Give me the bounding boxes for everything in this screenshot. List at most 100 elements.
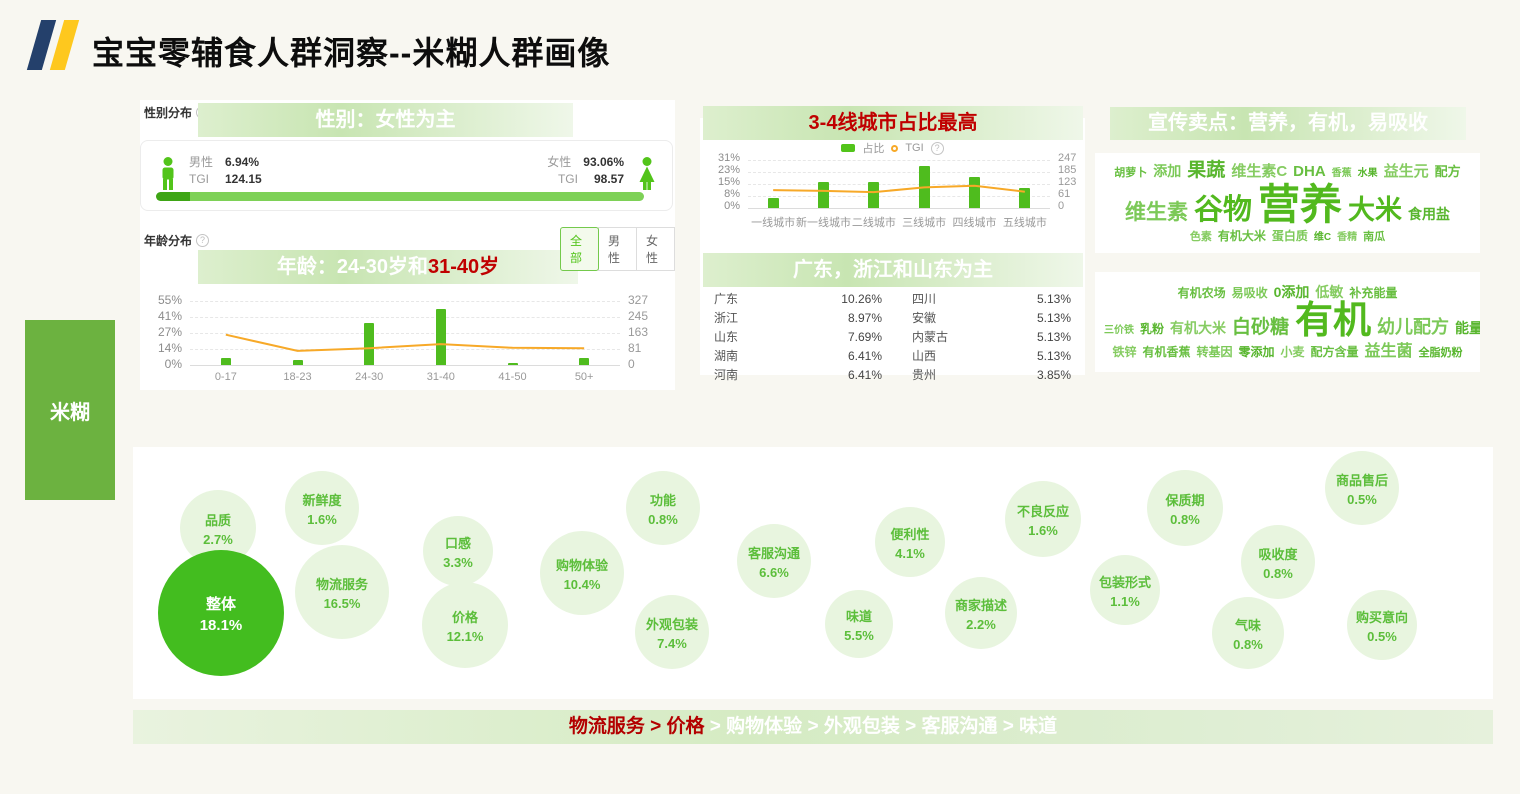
province-row: 广东 10.26% (714, 290, 882, 309)
cloud-word: 有机香蕉 (1142, 344, 1191, 359)
legend-line-swatch (891, 144, 899, 152)
bubble-value: 1.1% (1110, 593, 1140, 609)
bubble-value: 0.8% (1263, 565, 1293, 581)
cloud-word: 铁锌 (1112, 344, 1137, 359)
cloud-word: 白砂糖 (1232, 317, 1290, 339)
cloud-word: 果蔬 (1187, 160, 1226, 182)
female-value: 93.06% (583, 155, 624, 169)
bubble-value: 10.4% (563, 576, 601, 592)
cloud-word: 0添加 (1273, 284, 1310, 301)
bubble-label: 价格 (451, 609, 478, 625)
cloud-word: 配方含量 (1310, 344, 1359, 359)
cloud-row: 色素 有机大米 蛋白质 维C 香精 南瓜 (1101, 227, 1474, 244)
cloud-word: 南瓜 (1363, 231, 1386, 244)
cloud-word: 全脂奶粉 (1418, 346, 1463, 359)
province-row: 山东 7.69% (714, 328, 882, 347)
y-axis-tick-left: 15% (717, 176, 740, 188)
cloud-row: 胡萝卜 添加 果蔬 维生素C DHA 香蕉 水果 益生元 配方 (1101, 161, 1474, 182)
x-axis-label: 新一线城市 (796, 217, 851, 229)
bubble-label: 品质 (204, 512, 231, 528)
province-name: 四川 (912, 292, 937, 306)
tab-all[interactable]: 全部 (560, 227, 599, 271)
province-name: 河南 (714, 368, 739, 382)
city-chart-legend: 占比 TGI ? (700, 140, 1085, 156)
wordcloud-selling-points: 胡萝卜 添加 果蔬 维生素C DHA 香蕉 水果 益生元 配方 维生素 谷物 营养 大米 食用盐 色素 有机大… (1095, 153, 1480, 253)
card-wordcloud-top: 胡萝卜 添加 果蔬 维生素C DHA 香蕉 水果 益生元 配方 维生素 谷物 营养 大米 食用盐 色素 有机大… (1095, 153, 1480, 253)
province-row: 湖南 6.41% (714, 347, 882, 366)
province-name: 湖南 (714, 349, 739, 363)
cloud-word: 有机农场 (1177, 286, 1226, 301)
bubble-label: 购买意向 (1355, 609, 1408, 625)
y-axis-tick-left: 23% (717, 164, 740, 176)
gridline (190, 333, 620, 334)
banner-city: 3-4线城市占比最高 (703, 106, 1083, 140)
cloud-row: 三价铁 乳粉 有机大米 白砂糖 有机 幼儿配方 能量 (1101, 301, 1480, 342)
cloud-word: 小麦 (1280, 344, 1305, 359)
tab-female[interactable]: 女性 (636, 227, 675, 271)
y-axis-tick-left: 55% (157, 293, 182, 307)
cloud-word: DHA (1293, 163, 1326, 181)
province-name: 内蒙古 (912, 330, 949, 344)
cloud-word: 添加 (1153, 163, 1182, 180)
bubble-包装形式: 包装形式 1.1% (1090, 555, 1160, 625)
x-axis-label: 0-17 (214, 371, 237, 383)
cloud-word: 转基因 (1196, 344, 1233, 359)
y-axis-tick-left: 27% (157, 325, 182, 339)
bubble-不良反应: 不良反应 1.6% (1005, 481, 1081, 557)
help-icon[interactable]: ? (196, 234, 210, 247)
bubble-label: 吸收度 (1258, 546, 1298, 562)
female-stats: 女性 93.06% TGI 98.57 (547, 154, 624, 188)
province-value: 5.13% (1036, 311, 1071, 325)
male-tgi-value: 124.15 (225, 172, 262, 186)
cloud-word: 低敏 (1315, 284, 1344, 301)
cloud-word: 蛋白质 (1271, 229, 1308, 244)
x-axis-label: 50+ (574, 371, 594, 383)
y-axis-tick-left: 14% (157, 341, 182, 355)
cloud-word: 零添加 (1238, 344, 1275, 359)
category-tab-mihu[interactable]: 米糊 (25, 320, 115, 500)
bubble-label: 气味 (1234, 617, 1261, 633)
cloud-word: 配方 (1434, 164, 1461, 180)
male-stats: 男性 6.94% TGI 124.15 (189, 154, 262, 188)
bar-50+ (579, 358, 590, 365)
age-filter-tabs: 全部 男性 女性 (560, 227, 675, 271)
bubble-label: 包装形式 (1098, 574, 1151, 590)
male-icon (162, 157, 174, 190)
bar-24-30 (364, 323, 375, 365)
bar-31-40 (435, 309, 446, 365)
bubble-label: 保质期 (1165, 492, 1205, 508)
province-row: 四川 5.13% (912, 290, 1071, 309)
province-value: 6.41% (847, 368, 882, 382)
male-tgi-label: TGI (189, 172, 209, 186)
bubble-value: 3.3% (443, 554, 473, 570)
bubble-value: 0.5% (1347, 491, 1377, 507)
y-axis-tick-right: 185 (1058, 164, 1077, 176)
y-axis-tick-right: 327 (628, 293, 649, 307)
gender-section-title: 性别分布 (144, 106, 193, 120)
y-axis-tick-right: 123 (1058, 176, 1077, 188)
tab-male[interactable]: 男性 (598, 227, 637, 271)
bar-四线城市 (969, 177, 980, 208)
cloud-word: 乳粉 (1140, 322, 1165, 337)
card-wordcloud-bottom: 有机农场 易吸收 0添加 低敏 补充能量 三价铁 乳粉 有机大米 白砂糖 有机 幼儿配方 能量 铁锌 有机… (1095, 272, 1480, 372)
bubble-客服沟通: 客服沟通 6.6% (737, 524, 811, 598)
bubble-label: 商品售后 (1335, 472, 1388, 488)
province-row: 内蒙古 5.13% (912, 328, 1071, 347)
cloud-word: 维生素 (1124, 200, 1188, 224)
female-label: 女性 (547, 155, 572, 169)
bubble-value: 5.5% (844, 627, 874, 643)
legend-bar-swatch (841, 144, 856, 152)
wordcloud-ingredients: 有机农场 易吸收 0添加 低敏 补充能量 三价铁 乳粉 有机大米 白砂糖 有机 幼儿配方 能量 铁锌 有机… (1095, 272, 1480, 372)
bubble-味道: 味道 5.5% (825, 590, 893, 658)
x-axis-label: 三线城市 (902, 217, 947, 229)
bubble-物流服务: 物流服务 16.5% (295, 545, 389, 639)
bubble-value: 1.6% (307, 511, 337, 527)
bubble-chart: 品质 2.7% 新鲜度 1.6% 整体 18.1% 物流服务 16.5% 口感 3.3% 价格 12.… (133, 447, 1493, 699)
cloud-word: 易吸收 (1231, 286, 1268, 301)
bubble-label: 味道 (845, 608, 872, 624)
help-icon[interactable]: ? (930, 141, 944, 155)
province-value: 6.41% (847, 349, 882, 363)
banner-selling-points: 宣传卖点：营养，有机，易吸收 (1110, 107, 1466, 140)
banner-selling-text: 宣传卖点：营养，有机，易吸收 (1148, 112, 1428, 134)
gender-ratio-bar (156, 192, 644, 201)
